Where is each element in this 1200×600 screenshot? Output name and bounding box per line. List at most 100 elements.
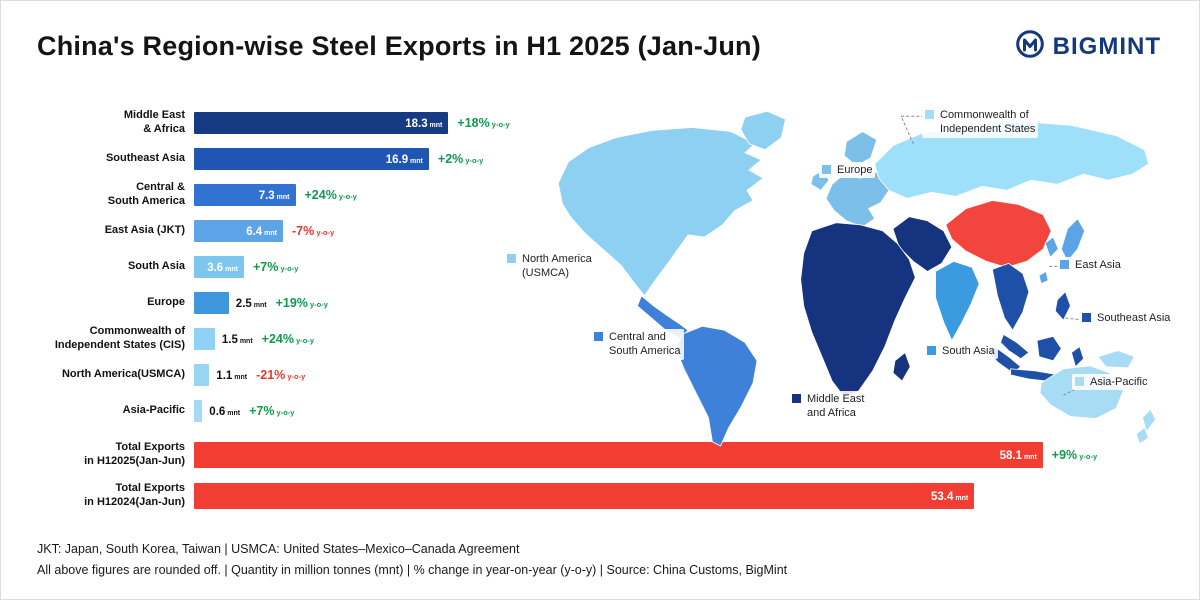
chart-row: Total Exports in H12025(Jan-Jun) 58.1 mnt +… xyxy=(37,434,1175,475)
world-map-panel: Commonwealth of Independent States Europe N… xyxy=(479,97,1189,457)
footnote-source: All above figures are rounded off. | Qua… xyxy=(37,563,788,578)
map-marker xyxy=(927,346,936,355)
bar-chart: Middle East & Africa 18.3 mnt +18% y-o-y Sou… xyxy=(37,105,1175,516)
map-label-text: Europe xyxy=(837,164,873,176)
footnote-abbreviations: JKT: Japan, South Korea, Taiwan | USMCA:… xyxy=(37,542,520,556)
map-marker xyxy=(1082,313,1091,322)
map-label-central-south-america: Central and South America xyxy=(591,329,684,360)
map-label-text: Asia-Pacific xyxy=(1090,376,1148,388)
map-label-middle-east-africa: Middle East and Africa xyxy=(789,391,868,422)
map-label-text: East Asia xyxy=(1075,259,1121,271)
bar xyxy=(194,364,210,386)
bar-value: 1.1 mnt xyxy=(216,370,248,382)
bar: 6.4 mnt xyxy=(194,220,283,242)
map-marker xyxy=(1060,260,1069,269)
yoy-change: +24% y-o-y xyxy=(304,188,357,202)
chart-row: Commonwealth of Independent States (CIS) 1… xyxy=(37,321,1175,357)
bar-value: 1.5 mnt xyxy=(221,334,253,346)
map-label-southeast-asia: Southeast Asia xyxy=(1079,310,1174,327)
bar xyxy=(194,292,229,314)
bar: 7.3 mnt xyxy=(194,184,296,206)
map-label-asia-pacific: Asia-Pacific xyxy=(1072,374,1151,391)
row-track: 53.4 mnt xyxy=(194,482,1175,509)
yoy-change: +9% y-o-y xyxy=(1051,447,1098,462)
map-label-text: Southeast Asia xyxy=(1097,312,1171,324)
row-label: Europe xyxy=(147,296,185,309)
row-track: 0.6 mnt +7% y-o-y xyxy=(194,400,1175,422)
row-label: Asia-Pacific xyxy=(122,404,185,417)
map-marker xyxy=(1075,377,1084,386)
row-label: Southeast Asia xyxy=(105,152,185,165)
row-track: 7.3 mnt +24% y-o-y xyxy=(194,184,1175,206)
chart-row: South Asia 3.6 mnt +7% y-o-y xyxy=(37,249,1175,285)
row-track: 3.6 mnt +7% y-o-y xyxy=(194,256,1175,278)
bar: 3.6 mnt xyxy=(194,256,244,278)
map-label-text: Commonwealth of Independent States xyxy=(940,109,1036,136)
row-track: 1.5 mnt +24% y-o-y xyxy=(194,328,1175,350)
chart-row: Europe 2.5 mnt +19% y-o-y xyxy=(37,285,1175,321)
row-label: South Asia xyxy=(127,260,185,273)
yoy-change: -7% y-o-y xyxy=(292,224,335,238)
chart-row: Asia-Pacific 0.6 mnt +7% y-o-y xyxy=(37,393,1175,429)
map-marker xyxy=(594,332,603,341)
bar: 16.9 mnt xyxy=(194,148,429,170)
map-marker xyxy=(925,110,934,119)
world-map xyxy=(557,110,1157,447)
row-label: Commonwealth of Independent States (CIS) xyxy=(54,325,185,351)
row-label: Central & South America xyxy=(107,181,185,207)
row-track: 1.1 mnt -21% y-o-y xyxy=(194,364,1175,386)
row-label: Total Exports in H12025(Jan-Jun) xyxy=(84,440,185,467)
yoy-change: +7% y-o-y xyxy=(253,260,299,274)
row-label: Middle East & Africa xyxy=(123,109,185,135)
bar: 53.4 mnt xyxy=(194,482,975,509)
map-label-europe: Europe xyxy=(819,162,876,179)
map-label-north-america: North America (USMCA) xyxy=(504,251,595,282)
bar-value: 7.3 mnt xyxy=(258,190,290,202)
bar-value: 18.3 mnt xyxy=(405,118,443,130)
bar xyxy=(194,328,215,350)
map-label-cis: Commonwealth of Independent States xyxy=(922,107,1039,138)
row-label: North America(USMCA) xyxy=(61,368,185,381)
yoy-change: +7% y-o-y xyxy=(249,404,295,418)
bar-value: 53.4 mnt xyxy=(931,490,969,503)
bar-value: 16.9 mnt xyxy=(385,154,423,166)
bigmint-logo-icon xyxy=(1015,29,1045,64)
map-marker xyxy=(507,254,516,263)
row-track: 58.1 mnt +9% y-o-y xyxy=(194,441,1175,468)
bar xyxy=(194,400,203,422)
yoy-change: +2% y-o-y xyxy=(437,152,484,166)
bar: 18.3 mnt xyxy=(194,112,449,134)
chart-row: Total Exports in H12024(Jan-Jun) 53.4 mnt xyxy=(37,475,1175,516)
row-label: East Asia (JKT) xyxy=(104,224,185,237)
bar-value: 6.4 mnt xyxy=(246,226,277,238)
yoy-change: +19% y-o-y xyxy=(275,296,328,310)
map-label-text: South Asia xyxy=(942,345,995,357)
brand-name: BIGMINT xyxy=(1052,32,1161,60)
row-label: Total Exports in H12024(Jan-Jun) xyxy=(84,481,185,508)
brand-logo: BIGMINT xyxy=(1015,29,1161,64)
map-label-east-asia: East Asia xyxy=(1057,257,1124,274)
chart-row: Southeast Asia 16.9 mnt +2% y-o-y xyxy=(37,141,1175,177)
footnotes: JKT: Japan, South Korea, Taiwan | USMCA:… xyxy=(37,539,787,582)
bar: 58.1 mnt xyxy=(194,441,1043,468)
chart-row: East Asia (JKT) 6.4 mnt -7% y-o-y xyxy=(37,213,1175,249)
row-track: 6.4 mnt -7% y-o-y xyxy=(194,220,1175,242)
bar-value: 2.5 mnt xyxy=(235,298,267,310)
map-label-text: North America (USMCA) xyxy=(522,253,592,280)
bar-value: 58.1 mnt xyxy=(999,449,1037,462)
yoy-change: -21% y-o-y xyxy=(256,368,306,382)
bar-value: 3.6 mnt xyxy=(207,262,238,274)
map-label-text: Central and South America xyxy=(609,331,681,358)
chart-row: North America(USMCA) 1.1 mnt -21% y-o-y xyxy=(37,357,1175,393)
row-track: 18.3 mnt +18% y-o-y xyxy=(194,112,1175,134)
bar-value: 0.6 mnt xyxy=(209,406,241,418)
map-marker xyxy=(792,394,801,403)
chart-row: Middle East & Africa 18.3 mnt +18% y-o-y xyxy=(37,105,1175,141)
yoy-change: +18% y-o-y xyxy=(457,116,510,130)
chart-row: Central & South America 7.3 mnt +24% y-o-y xyxy=(37,177,1175,213)
map-marker xyxy=(822,165,831,174)
map-label-south-asia: South Asia xyxy=(924,343,998,360)
row-track: 16.9 mnt +2% y-o-y xyxy=(194,148,1175,170)
chart-rows: Middle East & Africa 18.3 mnt +18% y-o-y Sou… xyxy=(37,105,1175,516)
